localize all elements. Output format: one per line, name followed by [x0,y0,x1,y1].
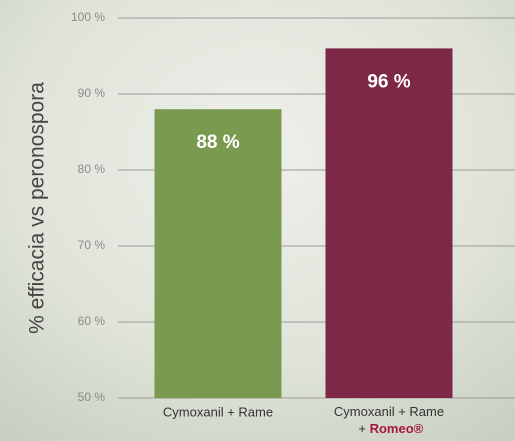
y-tick-label: 70 % [78,238,106,252]
y-tick-label: 80 % [78,162,106,176]
y-axis-title: % efficacia vs peronospora [26,82,49,334]
value-label: 88 % [196,132,239,153]
y-tick-label: 60 % [78,314,106,328]
bar [326,48,453,398]
y-tick-label: 90 % [78,86,106,100]
y-tick-label: 100 % [71,10,105,24]
y-tick-label: 50 % [78,390,106,404]
x-tick-label: Cymoxanil + Rame [163,404,273,419]
chart: % efficacia vs peronospora 50 % 60 % 70 % 8… [0,0,515,441]
value-label: 96 % [367,71,410,92]
